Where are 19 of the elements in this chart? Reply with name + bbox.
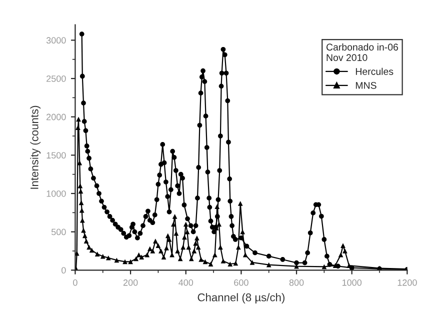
legend-label: Hercules [356, 68, 394, 75]
legend-label: MNS [356, 82, 376, 89]
y-tick-label: 1000 [46, 190, 66, 197]
x-axis-title: Channel (8 µs/ch) [198, 293, 284, 304]
x-tick-label: 0 [73, 279, 78, 286]
legend-title: Carbonado in-06 Nov 2010 [326, 43, 398, 62]
x-tick-label: 1000 [342, 279, 362, 286]
y-tick-label: 500 [51, 228, 66, 236]
y-tick-label: 2000 [46, 114, 66, 120]
y-tick-label: 0 [62, 267, 66, 274]
y-tick-label: 1500 [46, 152, 66, 159]
x-tick-label: 800 [289, 279, 304, 286]
y-tick-label: 2500 [46, 75, 66, 82]
x-tick-label: 1200 [398, 279, 417, 286]
y-tick-label: 3000 [46, 37, 66, 44]
x-tick-label: 600 [234, 279, 248, 286]
x-tick-label: 400 [178, 279, 194, 286]
y-axis-title: Intensity (counts) [30, 106, 41, 189]
x-tick-label: 200 [123, 279, 138, 286]
